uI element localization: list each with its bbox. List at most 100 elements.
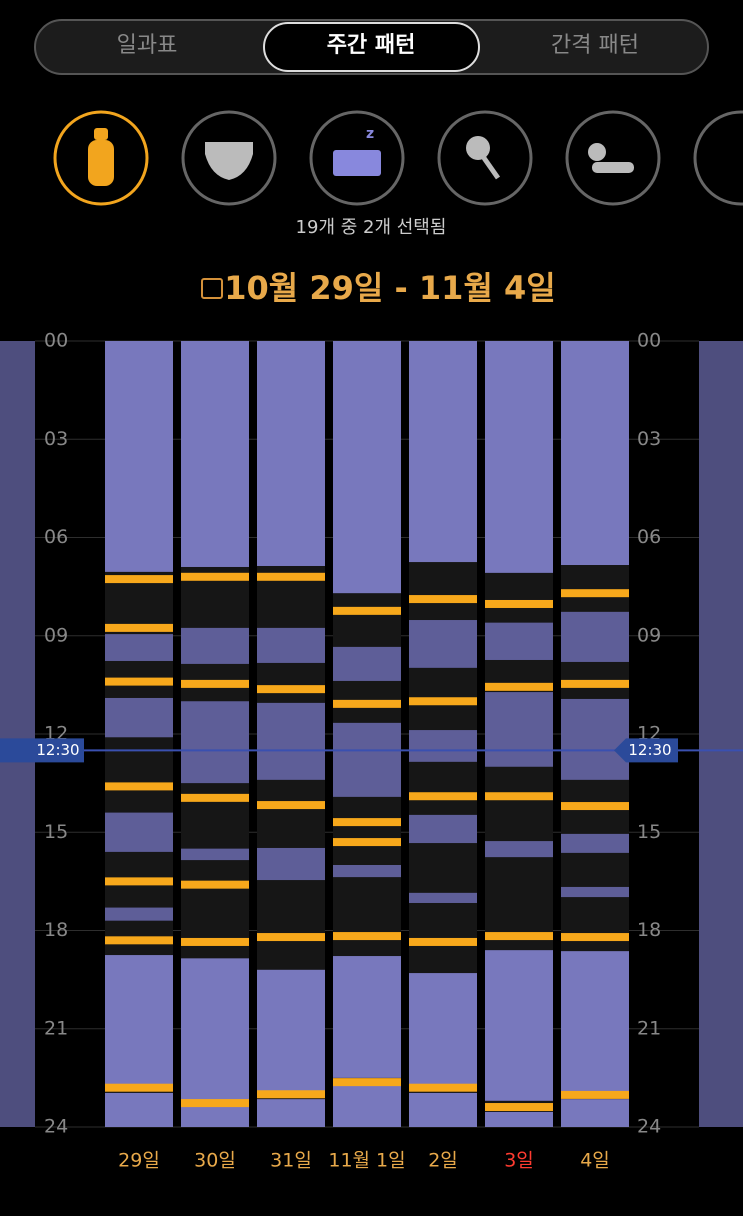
day-label: 4일 xyxy=(580,1150,610,1172)
feed-mark xyxy=(333,1078,401,1087)
y-tick-label: 09 xyxy=(637,624,661,646)
zzz: z xyxy=(366,126,374,142)
feed-mark xyxy=(561,933,629,942)
nap-segment xyxy=(561,698,629,780)
baby-head xyxy=(588,143,606,161)
feed-mark xyxy=(105,782,173,791)
feed-mark xyxy=(257,572,325,581)
current-time-badge xyxy=(0,738,84,763)
feed-mark xyxy=(257,1090,325,1099)
feed-mark xyxy=(257,933,325,942)
nap-segment xyxy=(181,627,249,664)
sleep-segment xyxy=(181,958,249,1101)
nap-segment xyxy=(105,634,173,661)
nap-segment xyxy=(561,833,629,853)
calendar-icon xyxy=(201,278,223,299)
next-week-column xyxy=(699,341,743,1127)
feed-mark xyxy=(181,880,249,889)
sleep-segment xyxy=(485,341,553,573)
sleep-segment xyxy=(181,341,249,567)
nap-segment xyxy=(485,841,553,858)
y-tick-label: 03 xyxy=(637,428,661,450)
nap-segment xyxy=(561,886,629,898)
feed-mark xyxy=(333,699,401,708)
tab[interactable]: 주간 패턴 xyxy=(327,33,416,58)
feed-mark xyxy=(257,685,325,694)
feed-mark xyxy=(561,1090,629,1099)
nap-segment xyxy=(333,646,401,681)
y-tick-label: 06 xyxy=(637,526,661,548)
feed-mark xyxy=(485,792,553,801)
crib xyxy=(333,150,381,176)
nap-segment xyxy=(181,848,249,861)
more-icon[interactable] xyxy=(693,110,743,206)
tab[interactable]: 간격 패턴 xyxy=(551,33,639,58)
feed-mark xyxy=(333,932,401,941)
feed-mark xyxy=(409,792,477,801)
y-tick-label: 09 xyxy=(44,624,68,646)
feed-mark xyxy=(409,697,477,706)
day-label: 29일 xyxy=(118,1150,160,1172)
feed-mark xyxy=(257,801,325,810)
feed-mark xyxy=(105,677,173,686)
nap-segment xyxy=(257,702,325,780)
sleep-segment xyxy=(257,969,325,1092)
nap-segment xyxy=(105,907,173,921)
current-time-label: 12:30 xyxy=(36,741,79,759)
feed-mark xyxy=(561,679,629,688)
feed-mark xyxy=(333,818,401,827)
nap-segment xyxy=(257,627,325,663)
feed-mark xyxy=(485,1103,553,1112)
rattle xyxy=(466,136,490,160)
baby-body xyxy=(592,162,634,173)
y-tick-label: 00 xyxy=(44,330,68,352)
current-time-label: 12:30 xyxy=(628,741,671,759)
y-tick-label: 15 xyxy=(44,821,68,843)
feed-mark xyxy=(181,1099,249,1108)
y-tick-label: 03 xyxy=(44,428,68,450)
feed-mark xyxy=(105,623,173,632)
day-label: 11월 1일 xyxy=(328,1150,405,1172)
tab[interactable]: 일과표 xyxy=(117,33,178,58)
nap-segment xyxy=(485,692,553,767)
sleep-segment xyxy=(333,956,401,1078)
feed-mark xyxy=(409,1083,477,1092)
sleep-segment xyxy=(333,341,401,594)
feed-mark xyxy=(485,932,553,941)
sleep-segment xyxy=(409,973,477,1087)
current-time-badge xyxy=(614,738,678,763)
nap-segment xyxy=(485,622,553,660)
sleep-segment xyxy=(105,341,173,572)
nap-segment xyxy=(257,847,325,881)
diaper xyxy=(205,142,253,180)
nap-segment xyxy=(333,722,401,797)
rattle-handle xyxy=(481,156,501,180)
tummy-icon[interactable] xyxy=(565,110,661,206)
nap-segment xyxy=(409,620,477,668)
sleep-segment xyxy=(105,955,173,1088)
nap-segment xyxy=(409,730,477,762)
y-tick-label: 21 xyxy=(44,1017,68,1039)
prev-week-column xyxy=(0,341,35,1127)
nap-segment xyxy=(181,701,249,784)
y-tick-label: 06 xyxy=(44,526,68,548)
y-tick-label: 21 xyxy=(637,1017,661,1039)
bottle-nipple xyxy=(94,128,108,140)
feed-mark xyxy=(409,937,477,946)
nap-segment xyxy=(409,892,477,903)
feed-mark xyxy=(105,877,173,886)
feed-mark xyxy=(409,595,477,604)
feed-mark xyxy=(105,575,173,584)
sleep-segment xyxy=(485,1111,553,1127)
sleep-segment xyxy=(561,341,629,566)
filter-icons: z xyxy=(53,110,743,206)
nap-segment xyxy=(561,611,629,662)
selected-tab[interactable] xyxy=(263,22,480,72)
day-label: 30일 xyxy=(194,1150,236,1172)
y-tick-label: 15 xyxy=(637,821,661,843)
nap-segment xyxy=(105,812,173,852)
feed-mark xyxy=(181,793,249,802)
sleep-segment xyxy=(333,1085,401,1127)
